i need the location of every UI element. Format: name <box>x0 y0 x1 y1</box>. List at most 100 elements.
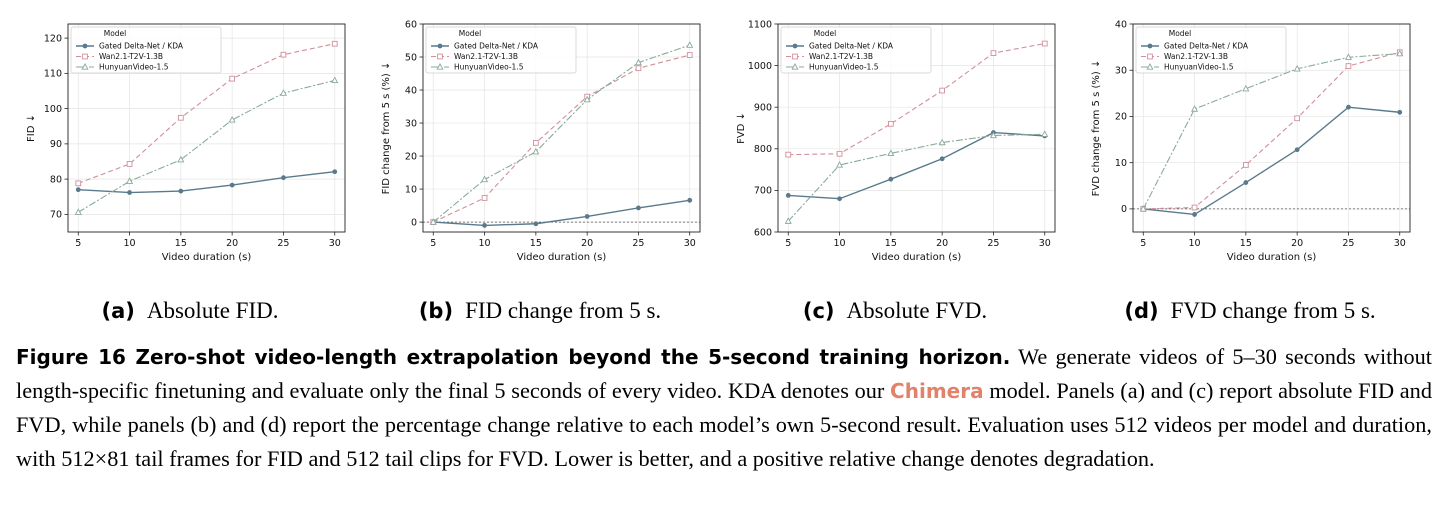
legend-title: Model <box>1169 29 1192 38</box>
figure-caption-text-2: model. Panels (a) and (c) report absolut… <box>16 378 1432 471</box>
x-tick-label: 30 <box>1039 238 1051 249</box>
legend: Model Gated Delta-Net / KDAWan2.1-T2V-1.3… <box>1135 26 1287 74</box>
x-tick-label: 30 <box>329 238 341 249</box>
legend-label: Wan2.1-T2V-1.3B <box>99 52 163 61</box>
legend-marker <box>437 43 443 49</box>
x-tick-label: 20 <box>581 238 593 249</box>
data-point <box>75 187 81 193</box>
y-tick-label: 90 <box>50 139 62 150</box>
subcaption-d-tag: (d) <box>1124 299 1159 323</box>
y-tick-label: 10 <box>405 184 417 195</box>
series-line <box>432 44 690 223</box>
legend-box <box>425 26 577 74</box>
series-line <box>787 133 1045 222</box>
x-tick-label: 20 <box>226 238 238 249</box>
subcaption-b-text: FID change from 5 s. <box>465 298 662 323</box>
data-point <box>938 138 946 146</box>
y-tick-label: 900 <box>754 103 772 114</box>
y-tick-label: 800 <box>754 144 772 155</box>
y-tick-label: 0 <box>1121 204 1127 215</box>
legend-marker <box>792 43 798 49</box>
y-tick-label: 1000 <box>748 61 772 72</box>
y-tick-label: 10 <box>1115 158 1127 169</box>
series-line <box>788 131 1045 200</box>
series-3 <box>74 76 339 215</box>
series-line <box>1143 51 1400 210</box>
legend-label: Wan2.1-T2V-1.3B <box>809 52 873 61</box>
data-point <box>429 218 437 225</box>
figure-caption-text-1: We generate videos of 5–30 seconds witho… <box>16 344 1433 404</box>
x-axis-label: Video duration (s) <box>1227 252 1317 263</box>
legend-label: Gated Delta-Net / KDA <box>809 42 894 51</box>
data-point <box>785 151 792 158</box>
x-axis-label: Video duration (s) <box>872 252 962 263</box>
legend-label: Gated Delta-Net / KDA <box>454 42 539 51</box>
series-2 <box>785 40 1048 158</box>
data-point <box>939 156 945 162</box>
series-line <box>77 79 335 213</box>
x-tick-label: 5 <box>1140 238 1146 249</box>
x-tick-label: 5 <box>430 238 436 249</box>
data-point <box>481 195 488 201</box>
series-3 <box>784 130 1049 224</box>
legend: Model Gated Delta-Net / KDAWan2.1-T2V-1.3… <box>70 26 222 74</box>
legend-title: Model <box>814 29 837 38</box>
series-1 <box>430 197 693 228</box>
y-tick-label: 80 <box>50 174 62 185</box>
series-2 <box>1140 49 1403 212</box>
legend-marker <box>1147 53 1153 60</box>
data-point <box>989 131 997 139</box>
data-point <box>177 155 185 163</box>
x-tick-label: 25 <box>987 238 999 249</box>
data-point <box>1294 147 1300 153</box>
data-point <box>1243 180 1249 185</box>
legend-label: HunyuanVideo-1.5 <box>99 63 169 72</box>
legend-marker <box>436 63 444 70</box>
data-point <box>583 95 591 103</box>
series-line <box>1142 53 1400 210</box>
series-line <box>1143 106 1400 216</box>
legend-marker <box>1147 43 1153 49</box>
figure-caption: Figure 16 Zero-shot video-length extrapo… <box>16 340 1432 475</box>
legend-marker <box>792 53 798 60</box>
x-tick-label: 25 <box>277 238 289 249</box>
chart-panel-d: 5 10 15 20 25 30 0 10 20 30 40 Video duration (s) FV… <box>1091 19 1411 263</box>
y-tick-label: 50 <box>405 52 417 63</box>
data-point <box>887 149 895 157</box>
series-2 <box>75 40 338 187</box>
y-axis-label: FID change from 5 s (%) ↓ <box>381 62 392 195</box>
x-tick-label: 10 <box>1189 238 1201 249</box>
data-point <box>1041 130 1049 137</box>
data-point <box>1191 105 1199 112</box>
y-tick-label: 1100 <box>748 19 772 30</box>
legend-label: HunyuanVideo-1.5 <box>809 63 879 72</box>
data-point <box>75 180 82 187</box>
series-3 <box>1139 49 1404 212</box>
series-1 <box>1140 104 1403 217</box>
data-point <box>785 192 791 198</box>
subcaption-d: (d) FVD change from 5 s. <box>1095 298 1405 330</box>
chart-panel-b: 5 10 15 20 25 30 0 10 20 30 40 50 60 Video duration (… <box>381 19 701 263</box>
subcaption-b: (b) FID change from 5 s. <box>390 298 690 330</box>
data-point <box>1041 40 1048 47</box>
data-point <box>687 197 693 203</box>
data-point <box>837 196 842 202</box>
data-point <box>178 188 184 194</box>
y-tick-label: 100 <box>44 104 62 115</box>
data-point <box>888 176 894 182</box>
legend-box <box>1135 26 1287 74</box>
x-tick-label: 15 <box>885 238 897 249</box>
y-tick-label: 700 <box>754 186 772 197</box>
x-tick-label: 30 <box>1394 238 1406 249</box>
x-tick-label: 15 <box>1240 238 1252 249</box>
data-point <box>1397 109 1403 115</box>
data-point <box>481 175 489 183</box>
data-point <box>532 147 540 155</box>
series-1 <box>75 169 338 195</box>
series-line <box>433 54 690 223</box>
series-3 <box>429 41 694 225</box>
legend-box <box>70 26 222 74</box>
data-point <box>74 208 82 215</box>
subcaption-c-tag: (c) <box>802 299 835 323</box>
data-point <box>533 221 539 227</box>
